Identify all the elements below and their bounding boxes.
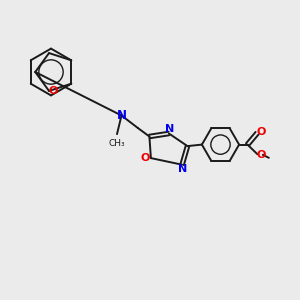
Text: N: N (178, 164, 188, 175)
Text: N: N (116, 109, 127, 122)
Text: N: N (165, 124, 174, 134)
Text: O: O (256, 127, 266, 137)
Text: O: O (257, 150, 266, 160)
Text: CH₃: CH₃ (109, 140, 125, 148)
Text: O: O (48, 86, 58, 96)
Text: O: O (141, 153, 150, 163)
